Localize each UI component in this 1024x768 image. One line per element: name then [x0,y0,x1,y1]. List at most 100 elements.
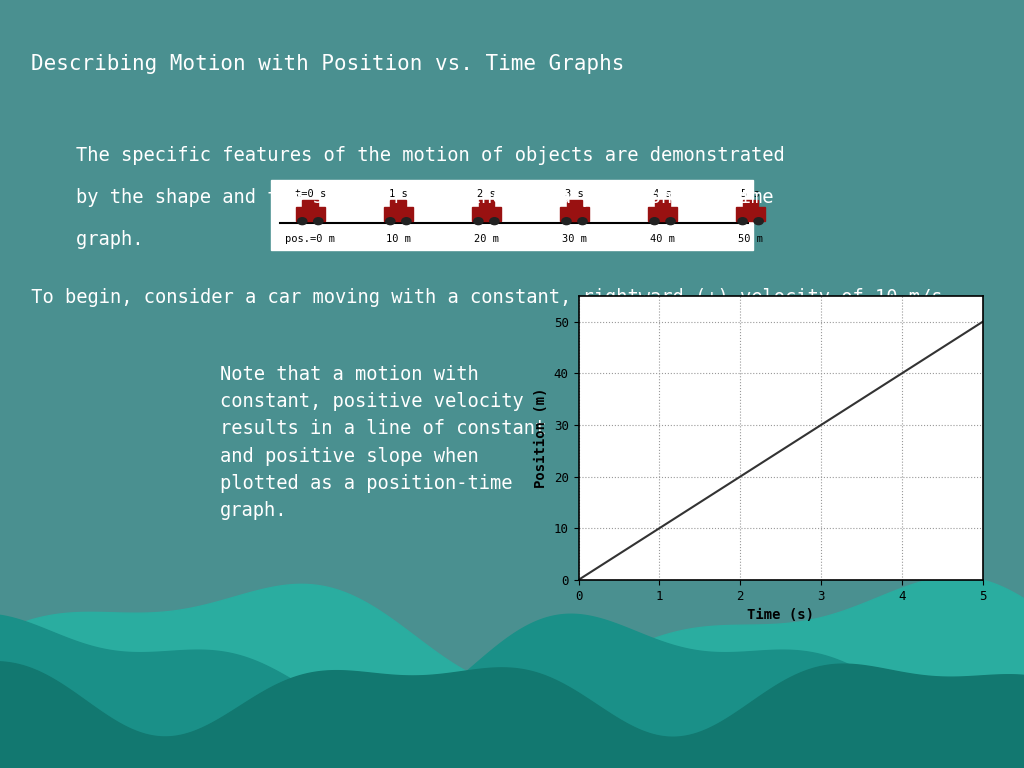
Bar [0,763,1024,767]
Bar [271,180,753,250]
Bar [0,763,1024,766]
Text: t=0 s: t=0 s [295,189,326,199]
Bar [0,762,1024,766]
Bar [0,763,1024,766]
Bar [0,762,1024,766]
Bar [0,763,1024,766]
Bar [0,763,1024,767]
Bar [0,761,1024,765]
Text: 10 m: 10 m [386,234,411,244]
Circle shape [562,218,571,224]
Bar [0,761,1024,765]
X-axis label: Time (s): Time (s) [748,608,814,622]
Bar [0,762,1024,766]
Bar [0,763,1024,767]
Bar [0,762,1024,766]
Bar [0,761,1024,765]
Bar [0,761,1024,765]
Bar [0,760,1024,764]
Bar [0,761,1024,765]
Bar [0,763,1024,767]
Bar [0,762,1024,766]
Bar [0,761,1024,765]
Bar [0,762,1024,766]
Bar [0,763,1024,766]
Bar [0,762,1024,766]
Bar [0,762,1024,766]
Bar [0,760,1024,764]
Bar [0,761,1024,765]
Bar [0,762,1024,766]
Bar [0,764,1024,768]
Text: by the shape and the slope of the lines on a position vs. time: by the shape and the slope of the lines … [31,188,773,207]
Bar [0,763,1024,767]
Bar [0,764,1024,768]
Bar [390,200,407,207]
Bar [0,761,1024,765]
Text: 5 s: 5 s [741,189,760,199]
Bar [0,763,1024,767]
Circle shape [401,218,411,224]
Bar [0,764,1024,768]
Bar [0,764,1024,768]
Bar [0,760,1024,764]
Bar [0,763,1024,767]
Bar [0,761,1024,765]
Text: pos.=0 m: pos.=0 m [286,234,335,244]
Bar [0,764,1024,768]
Bar [0,760,1024,764]
Bar [0,762,1024,765]
Bar [0,762,1024,766]
Bar [648,207,677,221]
Bar [0,763,1024,766]
Bar [0,762,1024,766]
Bar [566,200,583,207]
Bar [0,762,1024,766]
Bar [0,763,1024,766]
Bar [0,763,1024,766]
Text: 30 m: 30 m [562,234,587,244]
Bar [0,763,1024,768]
Circle shape [313,218,323,224]
Bar [0,763,1024,767]
Bar [0,763,1024,766]
Bar [0,762,1024,766]
Bar [0,763,1024,767]
Bar [0,761,1024,765]
Bar [0,762,1024,766]
Bar [0,763,1024,766]
Bar [0,762,1024,766]
Bar [0,763,1024,766]
Bar [0,763,1024,766]
Bar [0,763,1024,767]
Bar [0,762,1024,766]
Bar [0,763,1024,767]
Text: 40 m: 40 m [650,234,675,244]
Bar [736,207,765,221]
Bar [0,763,1024,766]
Text: The specific features of the motion of objects are demonstrated: The specific features of the motion of o… [31,146,784,165]
Bar [0,763,1024,767]
Bar [560,207,589,221]
Bar [654,200,671,207]
Bar [0,760,1024,764]
Circle shape [489,218,499,224]
Bar [0,764,1024,768]
Bar [0,763,1024,767]
Bar [742,200,759,207]
Bar [0,760,1024,765]
Circle shape [738,218,748,224]
Text: 1 s: 1 s [389,189,408,199]
Bar [0,762,1024,766]
Bar [0,764,1024,768]
Bar [0,763,1024,766]
Bar [0,763,1024,767]
Bar [296,207,325,221]
Bar [0,764,1024,768]
Circle shape [666,218,675,224]
Bar [0,763,1024,767]
Bar [0,763,1024,766]
Bar [0,761,1024,765]
Bar [0,760,1024,764]
Text: 2 s: 2 s [477,189,496,199]
